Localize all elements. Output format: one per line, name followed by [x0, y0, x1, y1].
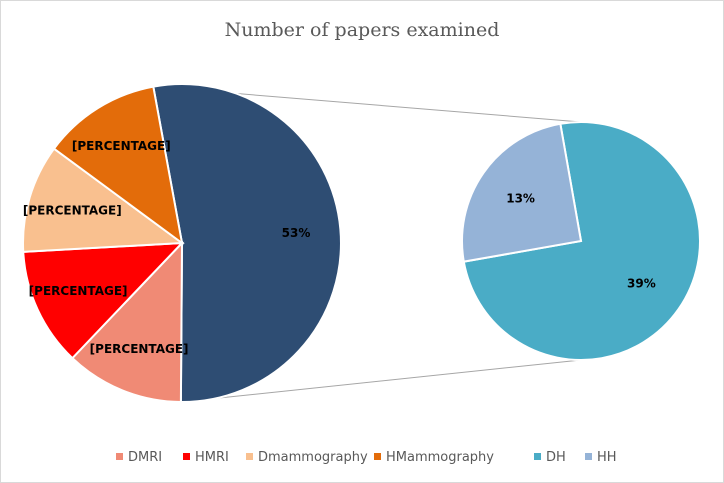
legend-label-dh: DH — [546, 450, 566, 465]
legend-label-dmri: DMRI — [128, 450, 162, 465]
legend-swatch-dmri — [116, 453, 123, 460]
main-slice-second-plot — [152, 83, 342, 404]
main-label-hmammography: [PERCENTAGE] — [72, 139, 171, 153]
legend-label-hmri: HMRI — [195, 450, 229, 465]
secondary-pie: 39% 13% — [461, 121, 702, 361]
secondary-label-dh: 39% — [627, 276, 656, 290]
legend-swatch-dh — [534, 453, 541, 460]
main-label-hmri: [PERCENTAGE] — [29, 284, 128, 298]
main-label-dmri: [PERCENTAGE] — [90, 342, 189, 356]
main-slice-hmri — [22, 241, 185, 360]
main-label-second-plot: 53% — [282, 226, 311, 240]
legend-swatch-hmri — [183, 453, 190, 460]
legend-label-dmammography: Dmammography — [258, 450, 368, 465]
secondary-label-hh: 13% — [506, 192, 535, 206]
secondary-slice-hh — [461, 122, 583, 263]
connector-line-bottom — [180, 359, 582, 403]
legend-swatch-dmammography — [246, 453, 253, 460]
chart-title: Number of papers examined — [225, 19, 500, 41]
main-label-dmammography: [PERCENTAGE] — [23, 203, 122, 217]
main-slice-dmri — [70, 240, 184, 404]
legend-label-hh: HH — [597, 450, 617, 465]
main-slice-dmammography — [22, 147, 185, 253]
legend-swatch-hmammography — [374, 453, 381, 460]
legend-swatch-hh — [585, 453, 592, 460]
main-pie: 53% [PERCENTAGE] [PERCENTAGE] [PERCENTAGE] [… — [22, 83, 342, 404]
legend-label-hmammography: HMammography — [386, 450, 494, 465]
legend: DMRI HMRI Dmammography HMammography DH HH — [116, 450, 617, 465]
main-slice-hmammography — [52, 85, 184, 246]
